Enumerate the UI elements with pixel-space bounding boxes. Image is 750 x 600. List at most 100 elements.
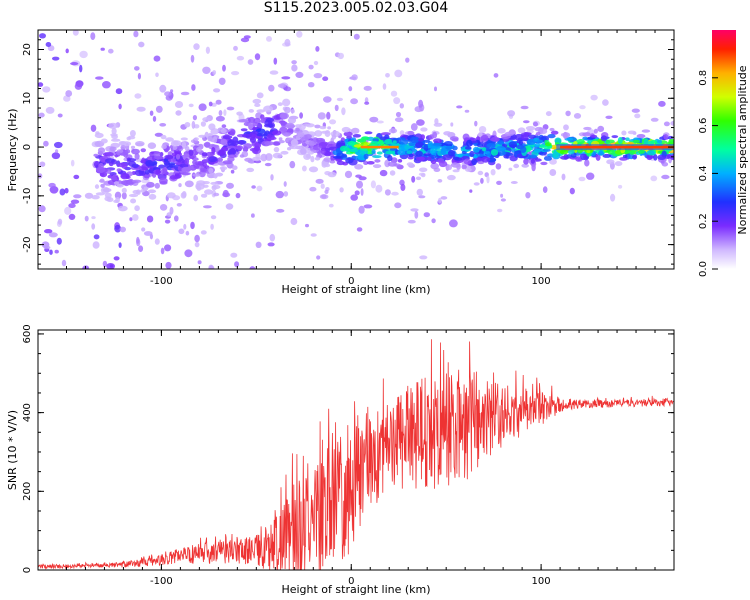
ridge-blob [201,159,209,164]
ridge-blob [202,117,211,122]
ridge-blob [254,145,261,152]
ridge-blob [193,137,199,141]
ridge-blob [141,157,146,164]
speckle-blob [320,183,325,189]
speckle-blob [486,175,490,184]
speckle-blob [663,121,670,127]
ridge-blob [324,130,331,137]
speckle-blob [52,56,60,61]
ridge-blob [530,158,536,164]
speckle-blob [493,73,499,78]
ridge-blob [193,165,200,169]
ridge-blob [423,153,431,157]
ridge-blob [91,195,100,200]
ridge-blob [105,152,114,157]
ridge-blob [108,122,118,129]
speckle-blob [39,161,46,167]
ridge-blob [148,193,157,200]
ridge-blob [476,143,484,148]
ridge-blob [272,152,283,159]
speckle-blob [155,72,159,78]
ridge-blob [184,122,191,128]
speckle-blob [269,70,279,75]
colorbar-label: Normalized spectral amplitude [736,65,749,234]
speckle-blob [99,350,103,358]
speckle-blob [213,192,220,197]
ridge-blob [132,179,142,183]
ridge-blob [208,123,216,131]
speckle-blob [256,185,263,192]
ridge-blob [653,154,658,161]
ridge-blob [497,128,506,134]
ridge-blob [147,142,157,149]
speckle-blob [348,86,353,92]
ridge-blob [586,149,591,154]
ridge-blob [145,159,154,167]
speckle-blob [549,169,557,176]
ridge-blob [195,183,201,190]
speckle-blob [510,181,518,184]
speckle-blob [561,173,566,181]
speckle-blob [315,178,324,184]
speckle-blob [490,169,496,176]
snr-panel: -100 0 100 0 200 400 600 Height of straight li… [6,324,675,596]
ridge-blob [260,118,265,123]
ridge-blob [471,140,478,144]
ridge-blob [349,148,359,153]
ridge-blob [371,149,376,155]
ridge-blob [545,111,552,117]
speckle-blob [549,158,557,165]
speckle-blob [175,110,182,116]
ridge-blob [135,141,145,147]
ridge-blob [471,158,478,166]
ridge-blob [543,156,553,161]
ridge-blob [433,138,443,144]
speckle-blob [602,99,609,106]
ridge-blob [200,193,208,198]
y-tick-label: 10 [22,92,33,105]
ridge-blob [632,139,640,143]
speckle-blob [226,182,234,189]
speckle-blob [74,82,83,90]
ridge-blob [352,134,362,138]
speckle-blob [64,206,72,215]
ridge-blob [433,122,443,127]
ridge-blob [280,150,289,155]
speckle-blob [416,119,425,126]
ridge-blob [254,103,261,107]
ridge-blob [180,137,188,141]
speckle-blob [363,16,366,21]
speckle-blob [277,83,287,89]
ridge-blob [172,146,177,151]
x-tick-label: 0 [348,576,354,587]
ridge-blob [136,106,146,112]
speckle-blob [154,238,160,245]
ridge-blob [185,145,190,152]
ridge-blob [399,139,409,145]
ridge-blob [540,161,548,166]
ridge-blob [295,124,302,128]
speckle-blob [208,265,215,269]
speckle-blob [586,172,595,180]
ridge-blob [140,148,146,153]
ridge-blob [445,146,453,150]
ridge-blob [477,170,484,176]
ridge-blob [134,153,140,160]
speckle-blob [197,260,202,265]
ridge-blob [481,156,491,163]
speckle-blob [500,198,506,202]
ridge-blob [248,109,254,113]
speckle-blob [249,266,256,269]
ridge-blob [575,156,582,162]
speckle-blob [278,137,283,141]
speckle-blob [296,12,304,20]
speckle-blob [323,96,332,103]
speckle-blob [415,176,422,181]
speckle-blob [563,124,569,131]
ridge-blob [170,140,179,147]
speckle-blob [279,126,288,134]
ridge-blob [125,149,131,154]
y-tick-label: 200 [22,482,33,501]
ridge-blob [147,189,157,194]
speckle-blob [523,120,530,124]
